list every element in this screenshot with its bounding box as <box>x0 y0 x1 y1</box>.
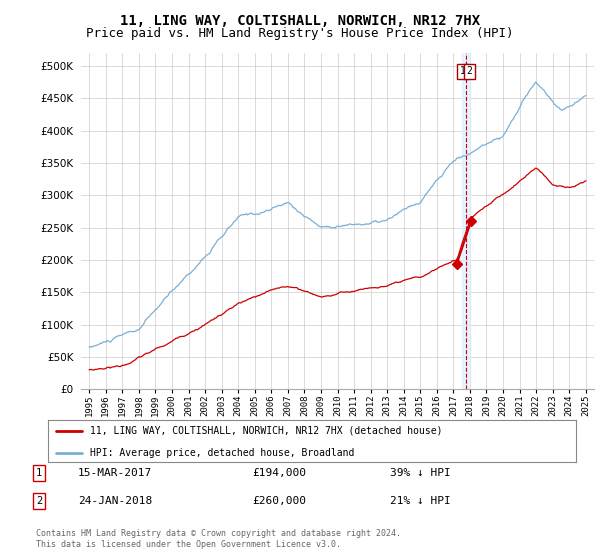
Text: 15-MAR-2017: 15-MAR-2017 <box>78 468 152 478</box>
Text: 11, LING WAY, COLTISHALL, NORWICH, NR12 7HX: 11, LING WAY, COLTISHALL, NORWICH, NR12 … <box>120 14 480 28</box>
Text: 2: 2 <box>36 496 42 506</box>
Text: 24-JAN-2018: 24-JAN-2018 <box>78 496 152 506</box>
Text: HPI: Average price, detached house, Broadland: HPI: Average price, detached house, Broa… <box>90 448 355 458</box>
Text: £260,000: £260,000 <box>252 496 306 506</box>
Text: 39% ↓ HPI: 39% ↓ HPI <box>390 468 451 478</box>
Text: £194,000: £194,000 <box>252 468 306 478</box>
Text: 2: 2 <box>466 66 472 76</box>
Text: 21% ↓ HPI: 21% ↓ HPI <box>390 496 451 506</box>
Text: 11, LING WAY, COLTISHALL, NORWICH, NR12 7HX (detached house): 11, LING WAY, COLTISHALL, NORWICH, NR12 … <box>90 426 443 436</box>
Text: Price paid vs. HM Land Registry's House Price Index (HPI): Price paid vs. HM Land Registry's House … <box>86 27 514 40</box>
Bar <box>461 53 470 389</box>
Text: 1: 1 <box>36 468 42 478</box>
Text: 1: 1 <box>460 66 466 76</box>
Text: Contains HM Land Registry data © Crown copyright and database right 2024.
This d: Contains HM Land Registry data © Crown c… <box>36 529 401 549</box>
